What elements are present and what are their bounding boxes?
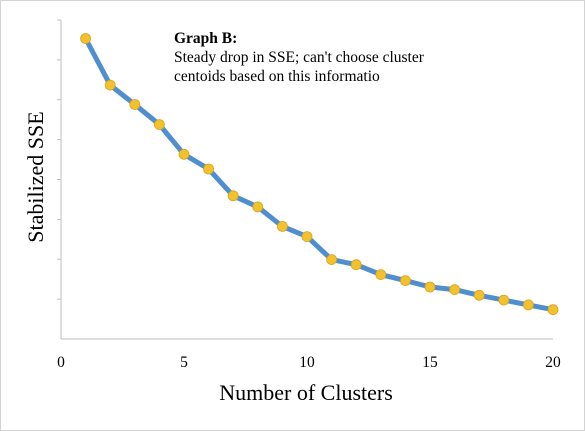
series-markers xyxy=(80,33,559,316)
x-tick-label: 5 xyxy=(180,354,188,371)
data-point xyxy=(473,289,485,301)
data-point xyxy=(276,220,288,232)
data-point xyxy=(424,281,436,293)
annotation-line-2: centoids based on this informatio xyxy=(174,68,380,85)
data-point xyxy=(523,299,534,311)
data-point xyxy=(129,99,141,110)
annotation-title: Graph B: xyxy=(174,30,237,47)
data-point xyxy=(203,163,215,175)
data-point xyxy=(326,254,338,266)
data-point xyxy=(178,148,190,160)
data-point xyxy=(498,294,510,306)
y-axis-ticks xyxy=(57,19,61,300)
y-axis-title: Stabilized SSE xyxy=(23,111,48,242)
data-point xyxy=(80,33,91,44)
x-axis-title: Number of Clusters xyxy=(219,380,393,405)
x-axis-tick-labels: 0 5 10 15 20 xyxy=(57,354,561,371)
x-tick-label: 0 xyxy=(57,354,65,371)
data-point xyxy=(301,231,313,243)
x-tick-label: 20 xyxy=(545,354,561,371)
data-point xyxy=(153,119,165,130)
data-point xyxy=(547,304,559,316)
data-point xyxy=(252,201,264,213)
annotation-line-1: Steady drop in SSE; can't choose cluster xyxy=(174,49,425,66)
data-point xyxy=(350,259,362,271)
x-tick-label: 10 xyxy=(299,354,315,371)
data-point xyxy=(227,190,239,202)
data-point xyxy=(375,269,387,281)
x-tick-label: 15 xyxy=(422,354,438,371)
data-point xyxy=(449,284,461,296)
data-point xyxy=(399,275,411,287)
data-point xyxy=(104,79,116,91)
